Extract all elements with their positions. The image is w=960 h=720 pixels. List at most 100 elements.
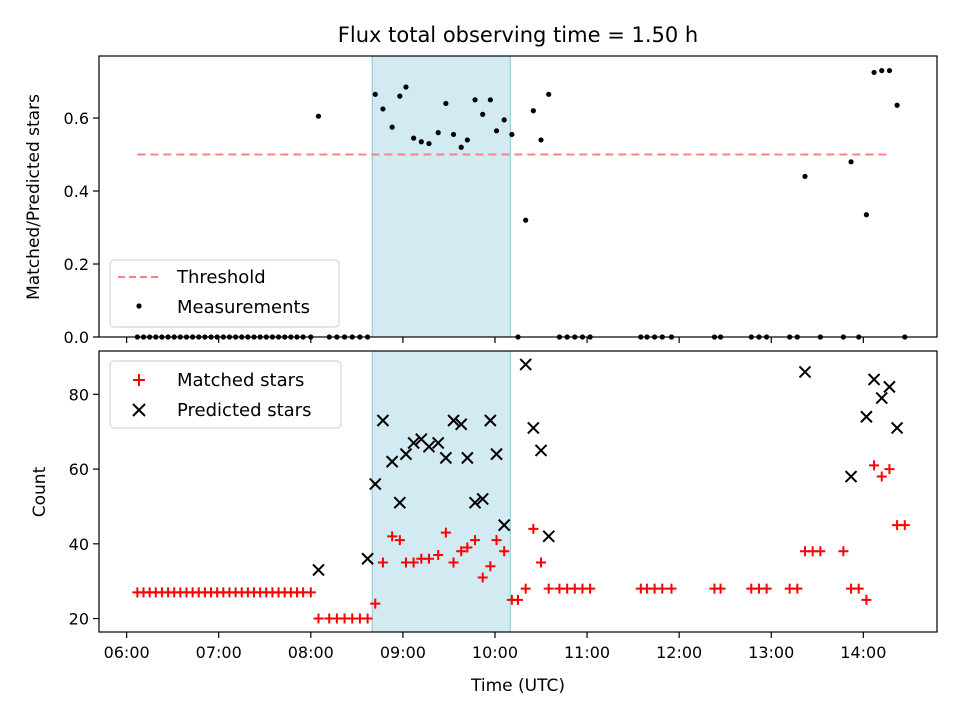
predicted-stars-point: [890, 421, 904, 435]
x-tick-label: 10:00: [472, 643, 518, 662]
legend-matched-swatch: [133, 374, 145, 386]
measurements-point: [315, 113, 322, 119]
matched-stars-point: [869, 460, 880, 471]
matched-stars-point: [477, 572, 488, 583]
predicted-stars-point: [385, 455, 399, 468]
measurements-point: [879, 67, 885, 74]
matched-stars-point: [433, 550, 444, 561]
x-axis-label: Time (UTC): [470, 676, 565, 696]
measurements-point: [458, 144, 464, 150]
measurements-point: [443, 100, 449, 107]
measurements-point: [863, 212, 869, 218]
top-y-tick-label: 0.0: [64, 328, 89, 347]
x-tick-label: 11:00: [564, 643, 610, 662]
top-observing-window: [371, 55, 511, 338]
bottom-y-axis-label: Count: [30, 466, 50, 517]
matched-stars-point: [377, 557, 388, 568]
matched-stars-point: [899, 520, 910, 531]
top-panel: 0.0 0.2 0.4 0.6 Matched/Predicted stars Thr…: [24, 55, 938, 347]
predicted-stars-point: [361, 552, 374, 565]
measurements-point: [802, 173, 808, 180]
measurements-point: [389, 124, 395, 130]
measurements-point: [501, 117, 507, 123]
matched-stars-point: [666, 583, 677, 594]
measurements-point: [403, 84, 409, 90]
legend-predicted-label: Predicted stars: [177, 400, 311, 421]
measurements-point: [426, 140, 432, 147]
predicted-stars-point: [369, 477, 382, 491]
matched-stars-point: [528, 523, 539, 534]
matched-stars-point: [313, 613, 324, 624]
bottom-panel: 06:00 07:00 08:00 09:00 10:00 11:00 12:00 13:00…: [30, 350, 938, 696]
matched-stars-point: [715, 583, 726, 594]
predicted-stars-point: [534, 444, 548, 457]
predicted-stars-point: [497, 518, 511, 532]
measurements-point: [435, 130, 441, 136]
matched-stars-point: [448, 557, 459, 568]
matched-stars-point: [884, 464, 895, 475]
matched-stars-point: [394, 535, 405, 546]
measurements-point: [493, 128, 500, 134]
x-tick-label: 14:00: [840, 643, 886, 662]
bottom-y-tick-label: 40: [69, 535, 89, 554]
top-legend-box: [109, 259, 340, 328]
matched-stars-point: [387, 531, 398, 542]
matched-stars-point: [520, 583, 531, 594]
top-y-tick-label: 0.6: [64, 109, 89, 128]
predicted-stars-point: [393, 496, 407, 509]
matched-stars-point: [470, 535, 481, 546]
measurements-point: [894, 102, 900, 108]
x-tick-label: 06:00: [104, 643, 150, 662]
measurements-point: [848, 159, 854, 165]
measurements-point: [509, 131, 515, 138]
measurements-point: [450, 131, 457, 138]
predicted-stars-point: [484, 414, 497, 427]
matched-stars-point: [815, 546, 826, 557]
top-y-tick-label: 0.2: [64, 255, 89, 274]
measurements-point: [530, 108, 536, 114]
legend-measurements-label: Measurements: [177, 297, 310, 318]
matched-stars-point: [423, 553, 434, 564]
matched-stars-point: [536, 557, 547, 568]
matched-stars-point: [485, 561, 496, 572]
predicted-stars-point: [376, 414, 390, 427]
predicted-stars-point: [875, 391, 888, 405]
matched-stars-point: [491, 535, 502, 546]
x-tick-label: 12:00: [656, 643, 702, 662]
predicted-stars-point: [468, 496, 482, 509]
matched-stars-point: [543, 583, 554, 594]
predicted-stars-point: [490, 447, 503, 461]
matched-stars-point: [761, 583, 772, 594]
measurements-point: [886, 67, 893, 74]
predicted-stars-point: [542, 530, 555, 543]
matched-stars-point: [370, 598, 381, 609]
predicted-stars-point: [527, 421, 540, 435]
x-tick-label: 07:00: [196, 643, 242, 662]
matched-stars-point: [838, 546, 849, 557]
matched-stars-point: [861, 594, 872, 605]
top-y-axis-label: Matched/Predicted stars: [24, 94, 44, 300]
legend-matched-label: Matched stars: [177, 370, 304, 391]
predicted-stars-point: [798, 365, 812, 379]
matched-stars-point: [462, 542, 473, 553]
bottom-legend-box: [109, 360, 342, 429]
bottom-observing-window: [371, 350, 511, 633]
matched-stars-point: [456, 546, 467, 557]
matched-stars-point: [499, 546, 510, 557]
predicted-stars-point: [407, 436, 420, 450]
x-tick-label: 08:00: [288, 643, 334, 662]
measurements-point: [480, 111, 486, 117]
predicted-stars-point: [883, 380, 896, 394]
matched-stars-point: [408, 557, 419, 568]
predicted-stars-point: [860, 410, 873, 423]
top-plot-frame: [98, 55, 938, 338]
matched-stars-point: [853, 583, 864, 594]
predicted-stars-point: [399, 447, 413, 461]
predicted-stars-point: [519, 358, 532, 371]
measurements-point: [487, 97, 493, 103]
predicted-stars-point: [844, 470, 858, 483]
measurements-point: [871, 69, 877, 76]
predicted-stars-point: [867, 373, 881, 386]
predicted-stars-point: [461, 451, 474, 465]
